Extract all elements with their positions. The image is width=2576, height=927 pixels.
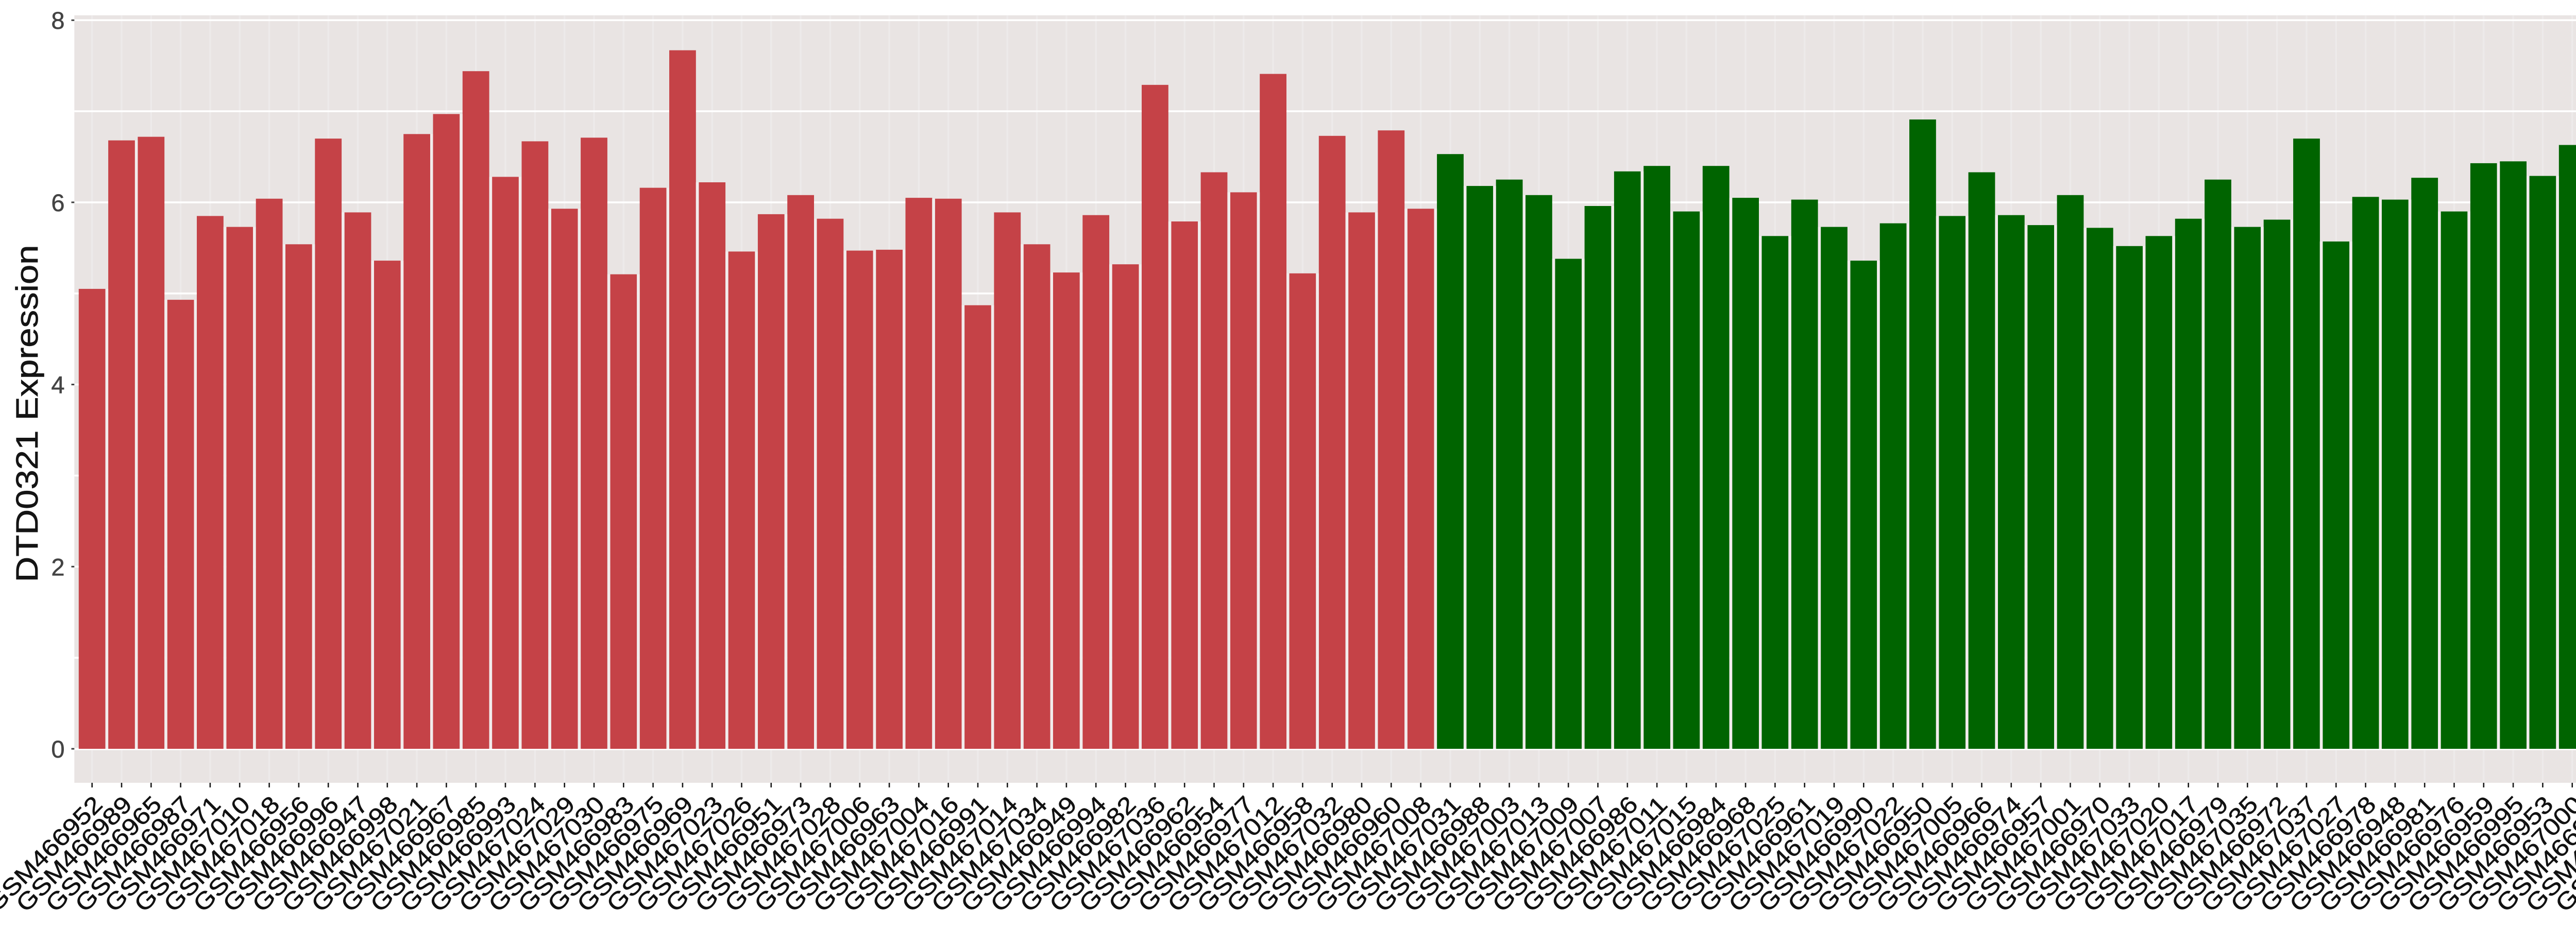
svg-text:0: 0 xyxy=(51,735,64,763)
svg-text:6: 6 xyxy=(51,189,64,216)
svg-text:DTD0321 Expression: DTD0321 Expression xyxy=(10,245,44,582)
svg-text:4: 4 xyxy=(51,371,64,399)
svg-text:8: 8 xyxy=(51,7,64,34)
svg-text:2: 2 xyxy=(51,553,64,580)
